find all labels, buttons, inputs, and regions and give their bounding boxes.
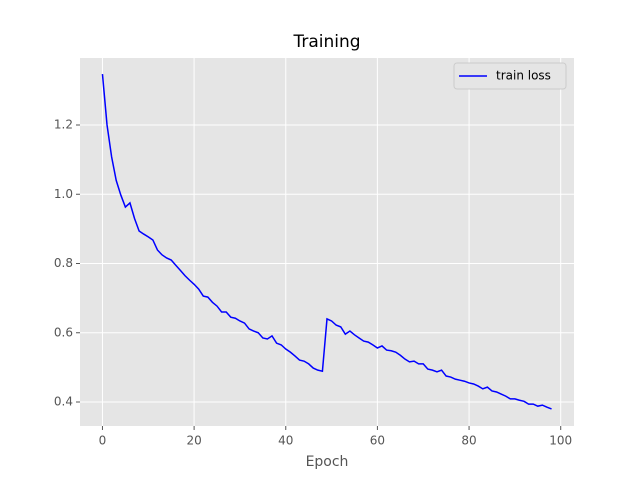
legend-box xyxy=(453,62,567,90)
y-tick-label: 0.4 xyxy=(54,395,73,409)
y-tick-label: 1.0 xyxy=(54,187,73,201)
x-tick-label: 80 xyxy=(461,434,476,448)
x-tick-label: 100 xyxy=(549,434,572,448)
line xyxy=(101,74,552,410)
x-tick-label: 40 xyxy=(278,434,293,448)
y-tick-label: 1.2 xyxy=(54,118,73,132)
legend-label: train loss xyxy=(496,69,551,83)
plot-area xyxy=(80,58,574,426)
x-tick-label: 20 xyxy=(186,434,201,448)
y-tick-label: 0.8 xyxy=(54,256,73,270)
x-axis-label: Epoch xyxy=(306,454,349,470)
x-tick-label: 60 xyxy=(370,434,385,448)
y-tick-label: 0.6 xyxy=(54,325,73,339)
x-tick-label: 0 xyxy=(99,434,107,448)
chart-title: Training xyxy=(292,32,360,52)
